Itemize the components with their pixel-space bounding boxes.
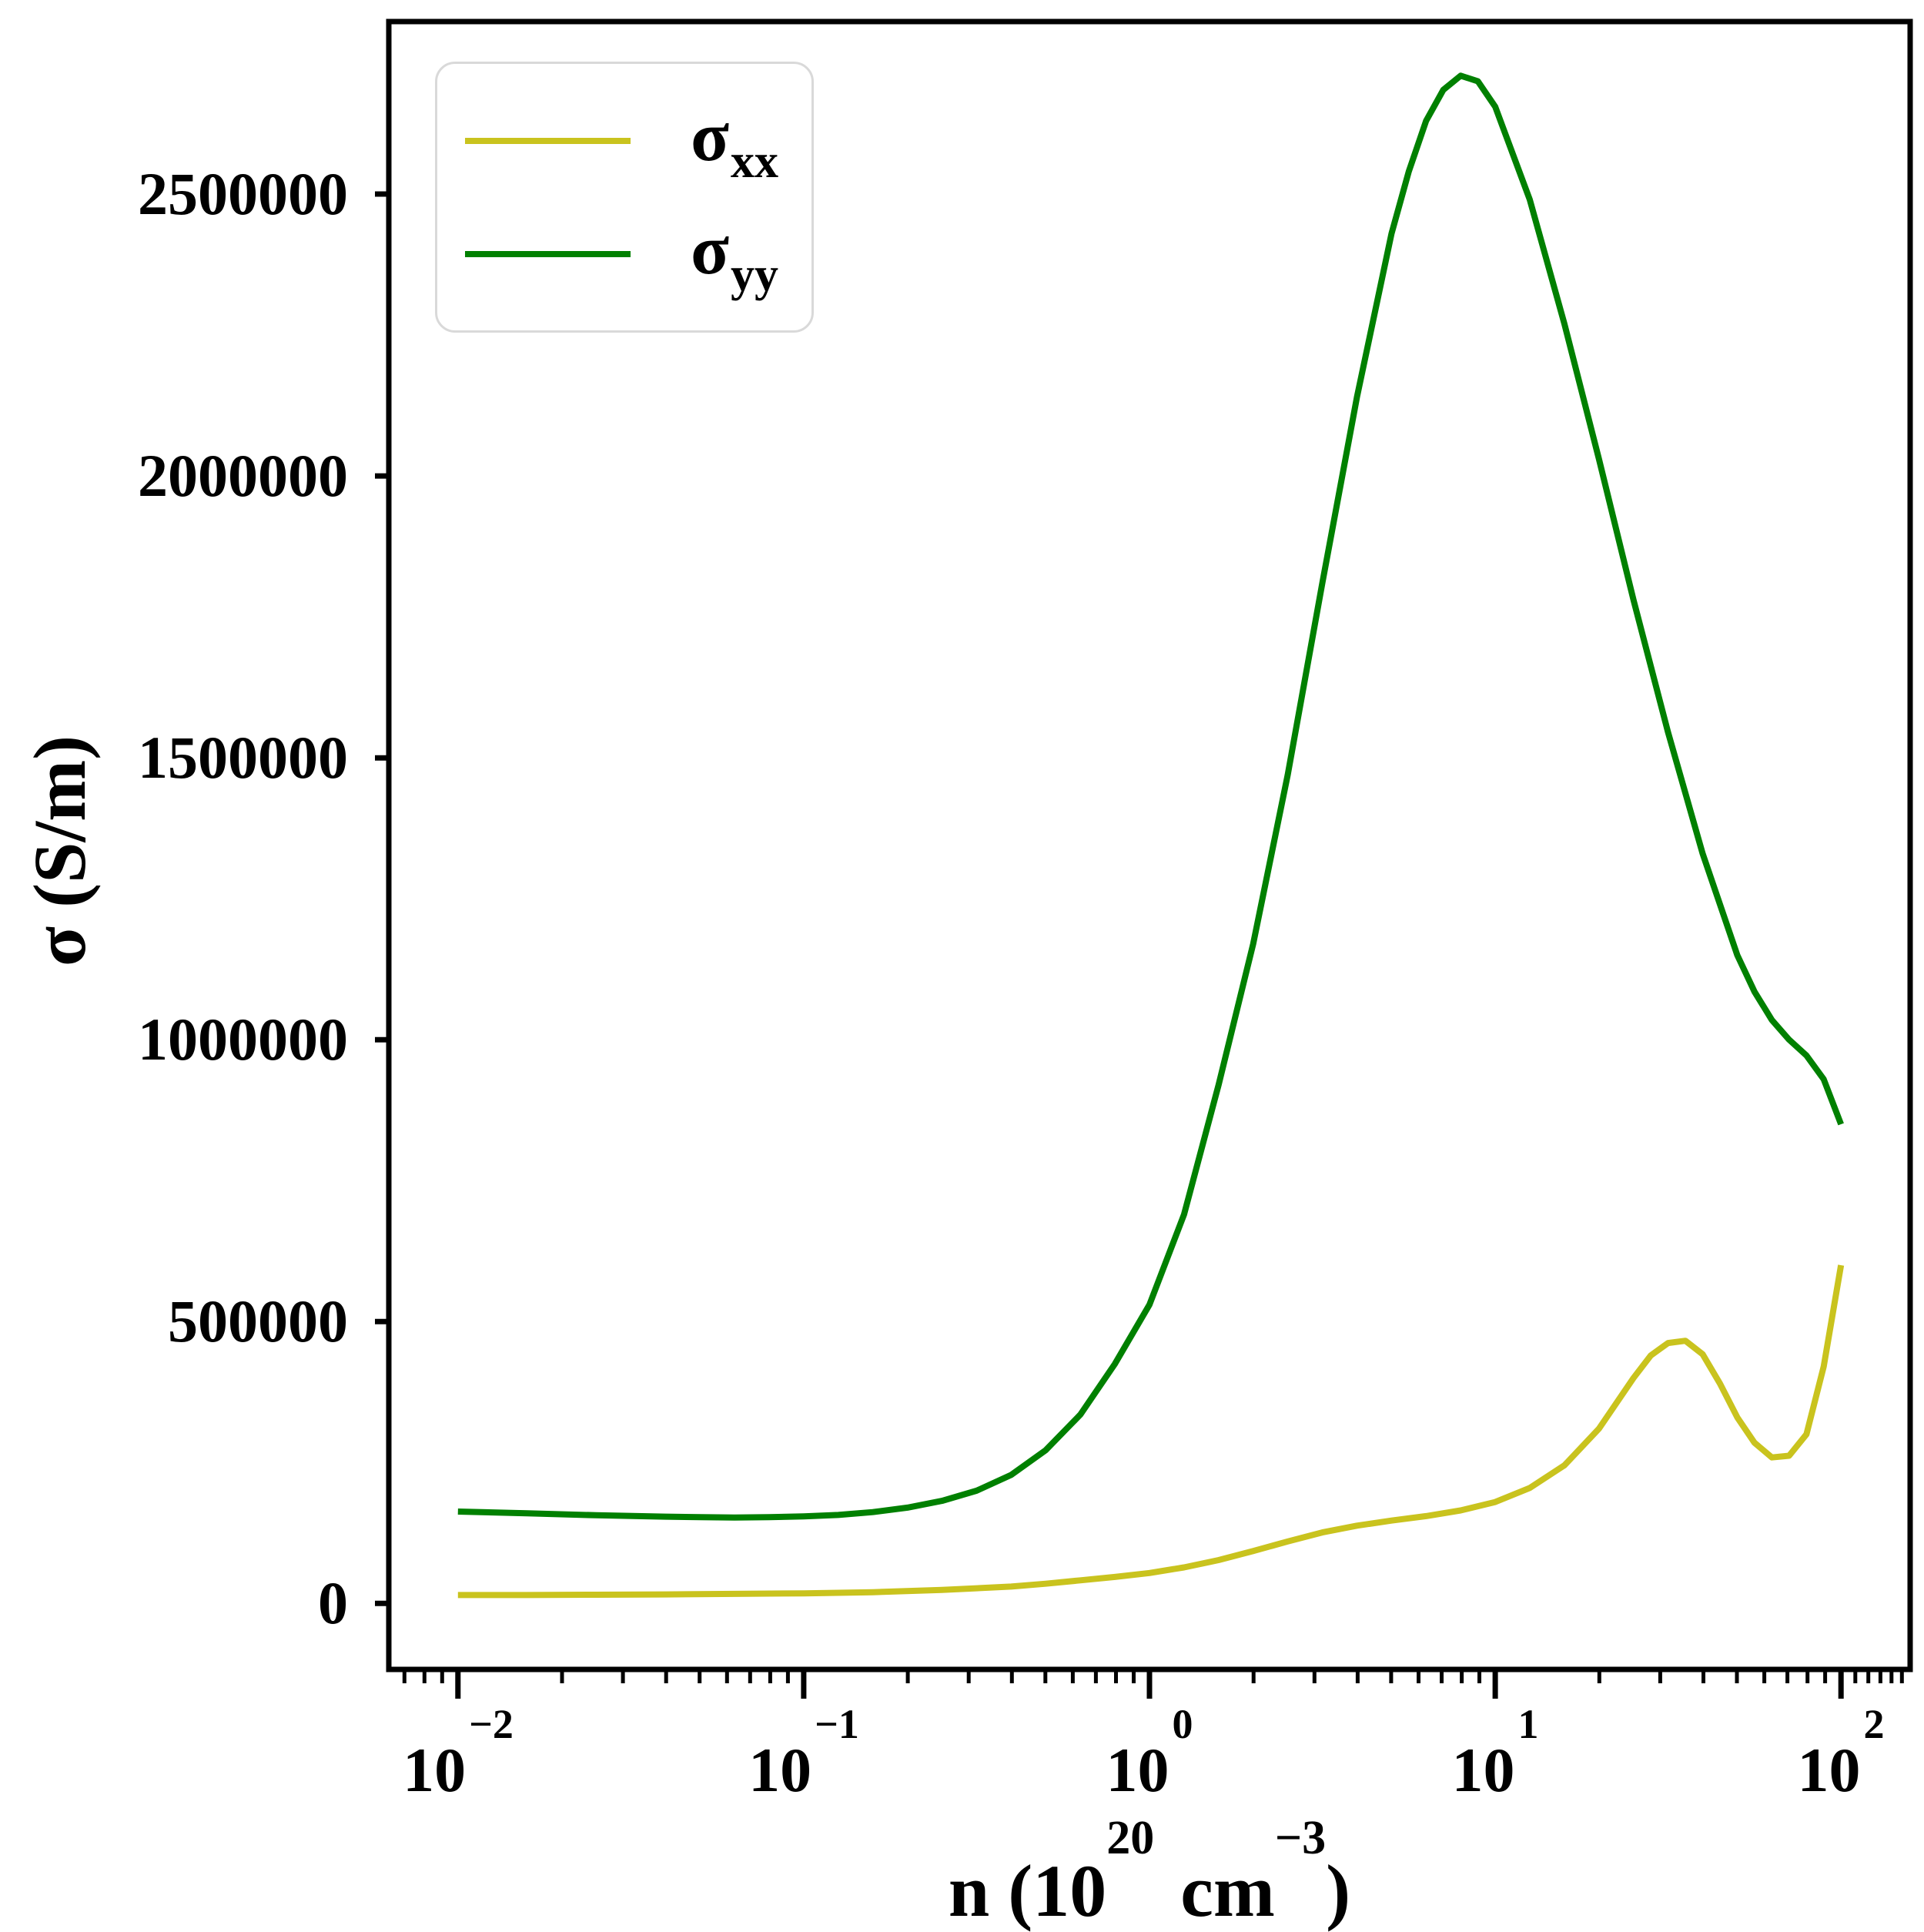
legend-label-sigma-yy: σyy <box>691 210 779 301</box>
legend-entry-sigma-yy: σyy <box>437 210 811 301</box>
y-tick-label-1500000: 1500000 <box>138 724 348 791</box>
y-tick-label-0: 0 <box>318 1569 348 1636</box>
x-axis-label-post: ) <box>1326 1850 1351 1932</box>
y-tick-label-2000000: 2000000 <box>138 442 348 509</box>
axes-frame <box>386 18 1913 1673</box>
y-tick-label-2500000: 2500000 <box>138 160 348 227</box>
x-tick-label-10e0: 10 0 <box>1106 1701 1193 1805</box>
x-axis-label: n (10 20 cm −3 ) <box>695 1814 1604 1928</box>
y-tick-label-1000000: 1000000 <box>138 1006 348 1073</box>
y-tick-label-500000: 500000 <box>168 1287 348 1354</box>
x-tick-label-10e2: 10 2 <box>1797 1701 1885 1805</box>
x-tick-label-10e−2: 10 −2 <box>403 1701 514 1805</box>
x-axis-label-exp-20: 20 <box>1106 1812 1155 1864</box>
legend-label-sigma-xx: σxx <box>691 97 779 188</box>
x-axis-label-unit: cm <box>1180 1850 1275 1932</box>
x-tick-label-10e−1: 10 −1 <box>748 1701 859 1805</box>
legend-line-sigma-yy <box>465 250 631 257</box>
series-line-sigma-xx <box>457 1264 1845 1599</box>
x-tick-label-10e1: 10 1 <box>1451 1701 1539 1805</box>
legend: σxx σyy <box>435 62 814 333</box>
legend-entry-sigma-xx: σxx <box>437 97 811 188</box>
legend-line-sigma-xx <box>465 137 631 144</box>
x-axis-label-exp-minus3: −3 <box>1274 1812 1327 1864</box>
series-line-sigma-yy <box>457 72 1844 1521</box>
x-axis-label-pre: n (10 <box>948 1850 1107 1932</box>
